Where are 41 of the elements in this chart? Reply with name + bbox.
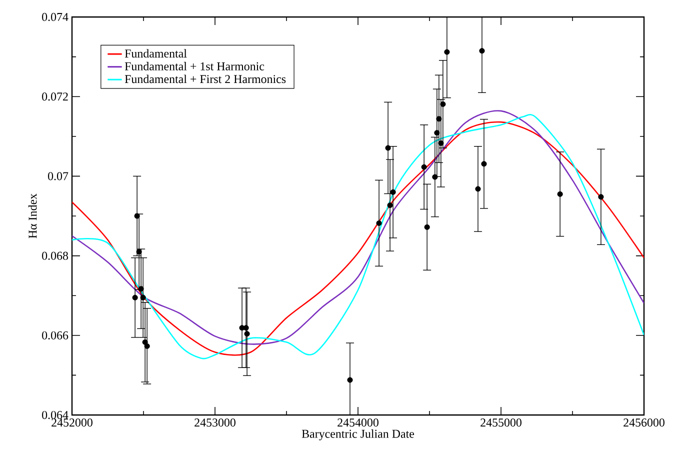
point	[557, 191, 563, 197]
point	[132, 294, 138, 300]
point	[376, 220, 382, 226]
x-tick-label: 2456000	[624, 418, 664, 427]
point	[424, 224, 430, 230]
point	[144, 343, 150, 349]
point	[440, 101, 446, 107]
point	[438, 140, 444, 146]
y-tick-label: 0.066	[42, 331, 68, 340]
y-axis-title: Hα Index	[28, 194, 37, 238]
point	[387, 202, 393, 208]
legend-label: Fundamental	[124, 49, 187, 58]
point	[140, 294, 146, 300]
point	[481, 161, 487, 167]
legend-label: Fundamental + 1st Harmonic	[124, 62, 264, 70]
y-tick-label: 0.07	[48, 172, 68, 180]
y-tick-label: 0.072	[42, 92, 68, 101]
x-tick-label: 2452000	[52, 418, 92, 427]
point	[136, 249, 142, 255]
point	[347, 377, 353, 383]
point	[385, 145, 391, 151]
point	[598, 194, 604, 200]
point	[432, 174, 438, 180]
x-tick-label: 2453000	[194, 418, 236, 427]
point	[475, 186, 481, 192]
point	[479, 48, 485, 54]
point	[244, 331, 250, 337]
y-tick-label: 0.068	[42, 252, 68, 260]
x-tick-label: 2454000	[338, 418, 378, 427]
legend-label: Fundamental + First 2 Harmonics	[124, 74, 286, 84]
x-axis-title: Barycentric Julian Date	[302, 429, 414, 440]
x-tick-label: 2455000	[480, 418, 522, 427]
point	[134, 213, 140, 219]
y-tick-label: 0.064	[42, 410, 68, 420]
point	[436, 116, 442, 122]
point	[421, 164, 427, 170]
point	[138, 286, 144, 292]
y-tick-label: 0.074	[42, 12, 68, 22]
point	[444, 49, 450, 55]
point	[434, 130, 440, 136]
point	[390, 189, 396, 195]
